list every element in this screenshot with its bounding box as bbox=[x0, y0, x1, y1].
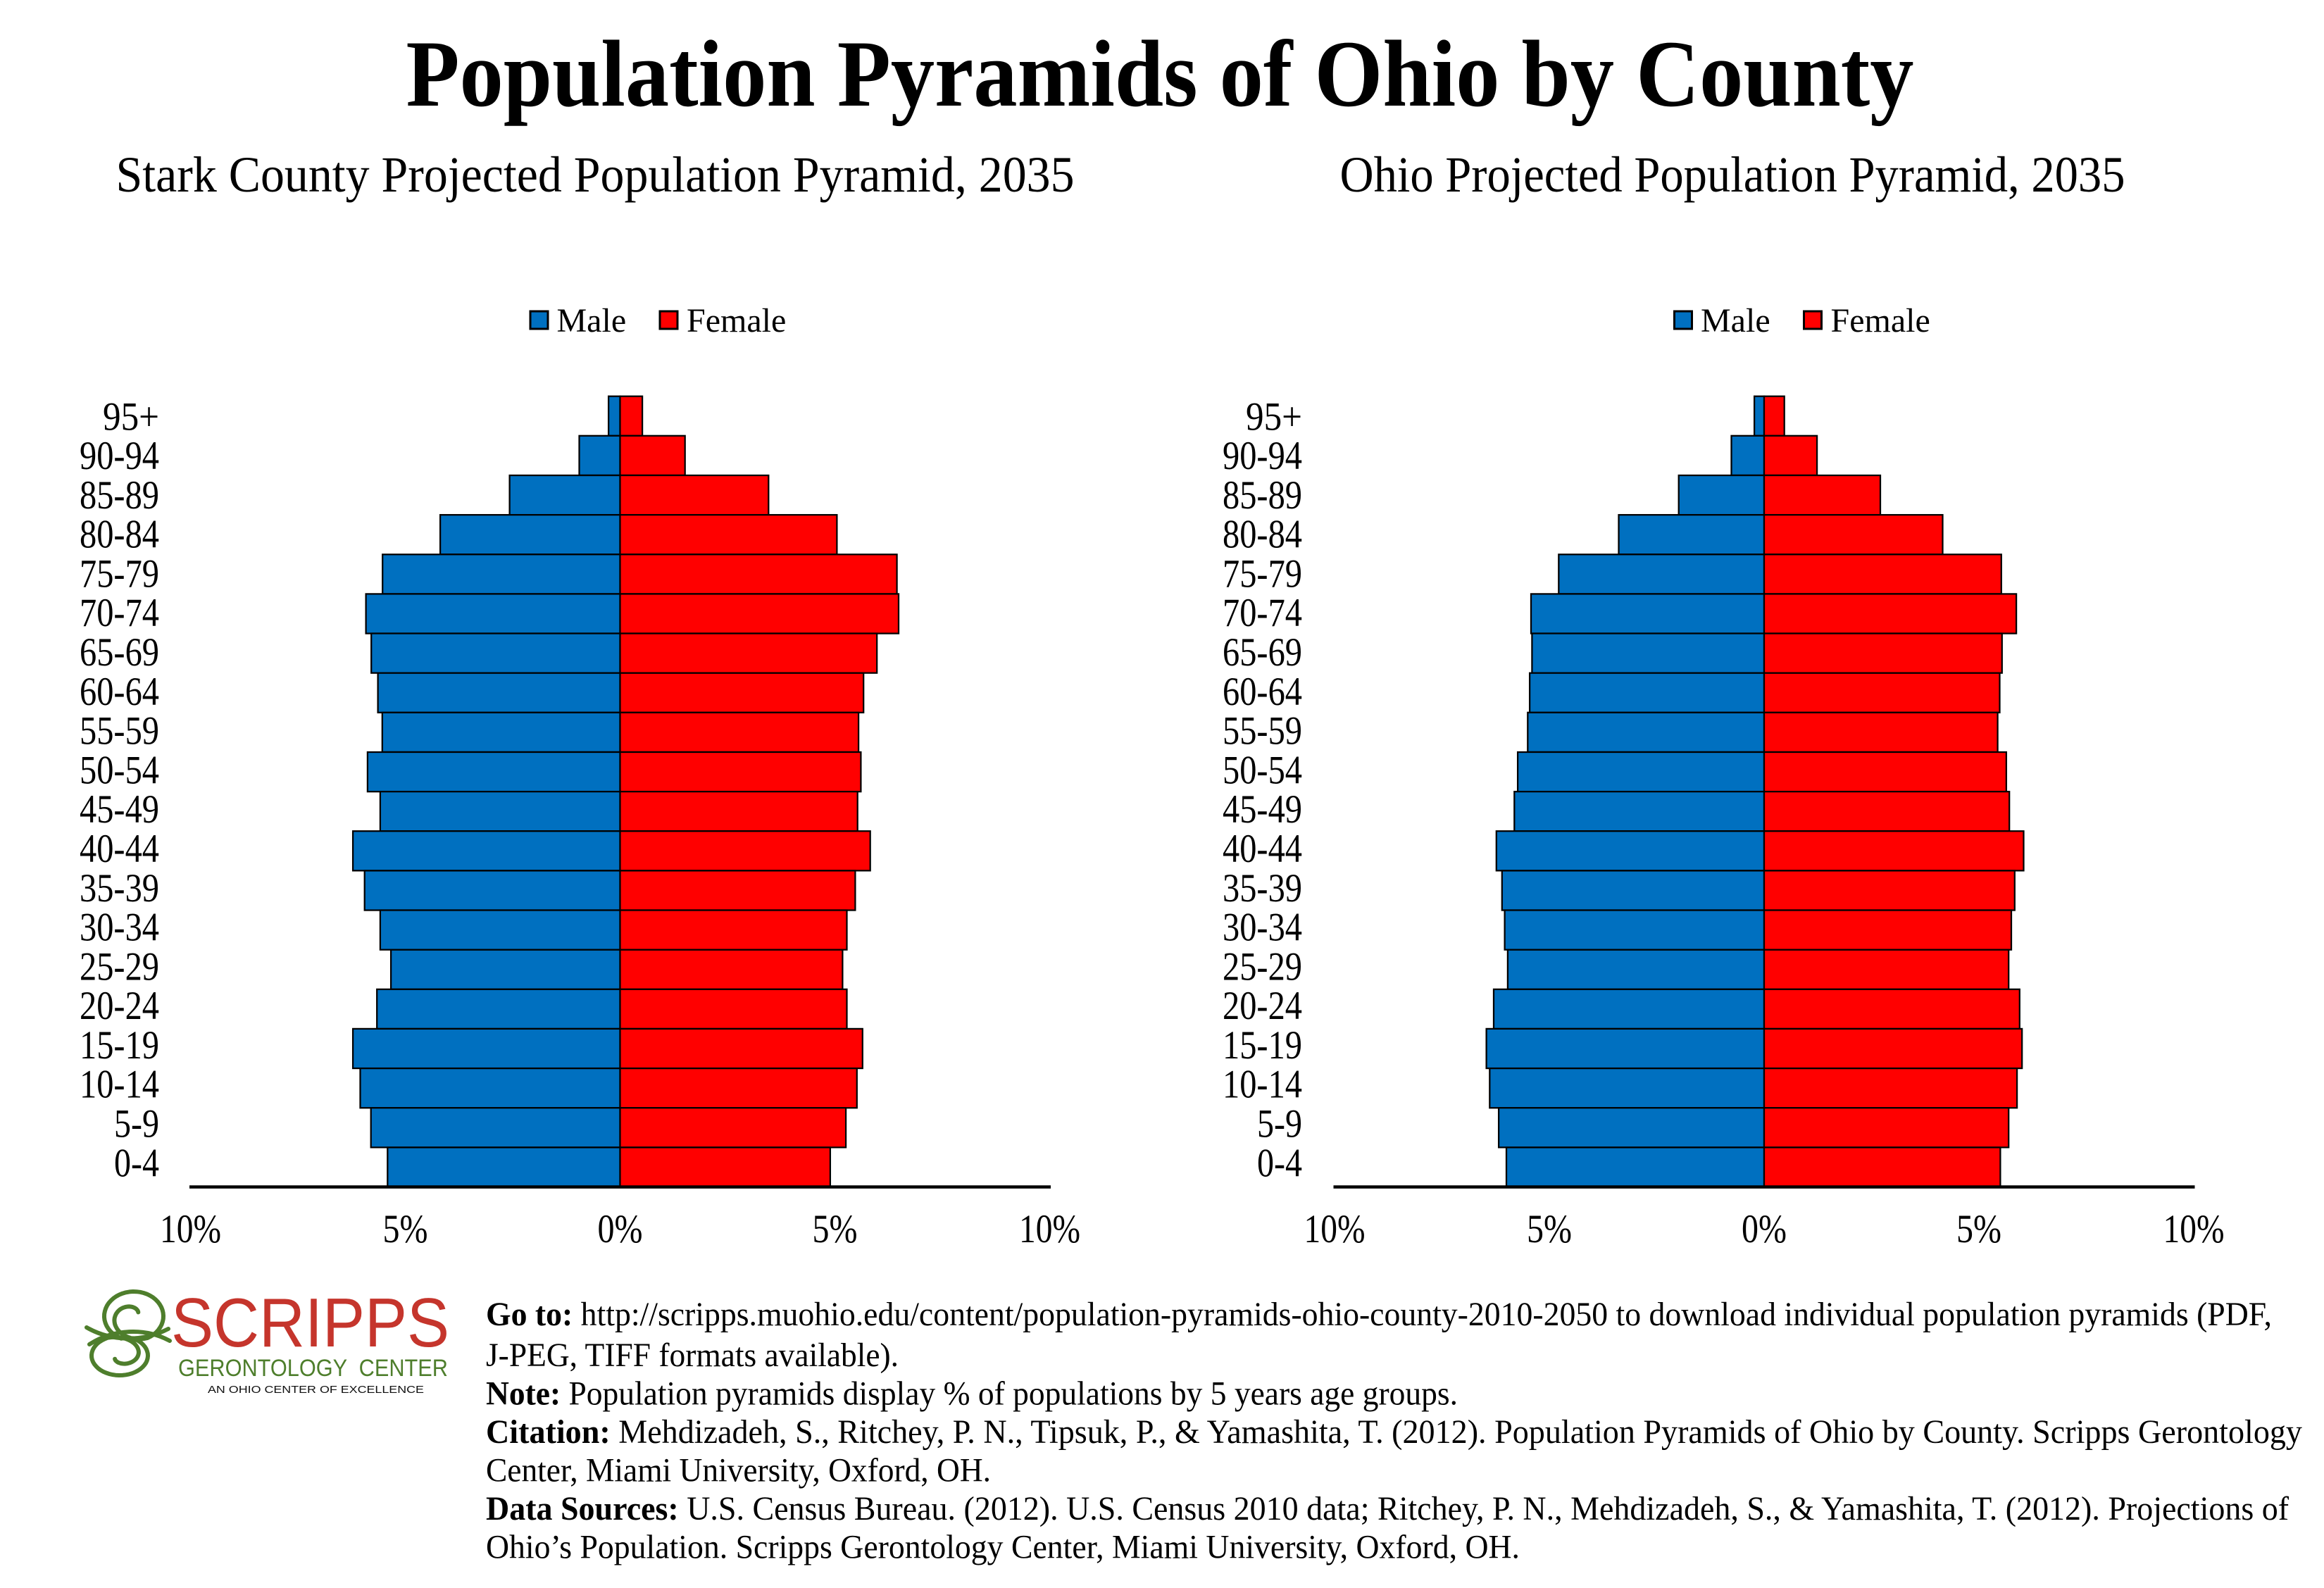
svg-text:15-19: 15-19 bbox=[1223, 1023, 1302, 1068]
svg-text:20-24: 20-24 bbox=[80, 984, 159, 1028]
svg-text:60-64: 60-64 bbox=[1223, 670, 1302, 714]
svg-text:0%: 0% bbox=[1742, 1207, 1787, 1251]
svg-text:90-94: 90-94 bbox=[80, 434, 159, 478]
svg-text:45-49: 45-49 bbox=[80, 787, 159, 832]
svg-text:Data Sources: U.S. Census Bure: Data Sources: U.S. Census Bureau. (2012)… bbox=[486, 1490, 2289, 1527]
svg-text:95+: 95+ bbox=[103, 394, 159, 439]
svg-text:35-39: 35-39 bbox=[1223, 866, 1302, 911]
svg-text:80-84: 80-84 bbox=[80, 513, 159, 557]
svg-text:Male: Male bbox=[1701, 302, 1770, 339]
svg-text:AN OHIO CENTER OF EXCELLENCE: AN OHIO CENTER OF EXCELLENCE bbox=[208, 1384, 424, 1396]
svg-text:10-14: 10-14 bbox=[80, 1063, 159, 1107]
svg-text:50-54: 50-54 bbox=[80, 748, 159, 792]
svg-text:95+: 95+ bbox=[1246, 394, 1302, 439]
svg-text:75-79: 75-79 bbox=[1223, 552, 1302, 596]
svg-text:30-34: 30-34 bbox=[80, 906, 159, 950]
svg-text:Female: Female bbox=[687, 302, 786, 339]
svg-text:70-74: 70-74 bbox=[80, 591, 159, 635]
svg-text:5-9: 5-9 bbox=[1257, 1102, 1302, 1146]
svg-text:Ohio’s Population. Scripps Ger: Ohio’s Population. Scripps Gerontology C… bbox=[486, 1529, 1520, 1566]
svg-text:0%: 0% bbox=[598, 1207, 643, 1251]
svg-text:90-94: 90-94 bbox=[1223, 434, 1302, 478]
svg-text:65-69: 65-69 bbox=[80, 630, 159, 675]
svg-text:10%: 10% bbox=[1304, 1207, 1366, 1251]
svg-text:40-44: 40-44 bbox=[80, 827, 159, 871]
svg-text:15-19: 15-19 bbox=[80, 1023, 159, 1068]
svg-text:65-69: 65-69 bbox=[1223, 630, 1302, 675]
svg-text:50-54: 50-54 bbox=[1223, 748, 1302, 792]
svg-text:10-14: 10-14 bbox=[1223, 1063, 1302, 1107]
svg-text:Center, Miami University, Oxfo: Center, Miami University, Oxford, OH. bbox=[486, 1452, 991, 1489]
svg-text:Stark County Projected Populat: Stark County Projected Population Pyrami… bbox=[116, 146, 1075, 203]
svg-text:20-24: 20-24 bbox=[1223, 984, 1302, 1028]
svg-text:SCRIPPS: SCRIPPS bbox=[171, 1284, 449, 1361]
svg-text:85-89: 85-89 bbox=[1223, 473, 1302, 518]
svg-text:Go to: http://scripps.muohio.e: Go to: http://scripps.muohio.edu/content… bbox=[486, 1296, 2272, 1333]
svg-text:40-44: 40-44 bbox=[1223, 827, 1302, 871]
svg-text:85-89: 85-89 bbox=[80, 473, 159, 518]
svg-text:30-34: 30-34 bbox=[1223, 906, 1302, 950]
svg-text:25-29: 25-29 bbox=[1223, 944, 1302, 989]
svg-text:10%: 10% bbox=[1019, 1207, 1080, 1251]
svg-text:10%: 10% bbox=[2163, 1207, 2225, 1251]
svg-text:5%: 5% bbox=[1527, 1207, 1572, 1251]
svg-text:Female: Female bbox=[1831, 302, 1930, 339]
svg-text:25-29: 25-29 bbox=[80, 944, 159, 989]
svg-text:Ohio Projected Population Pyra: Ohio Projected Population Pyramid, 2035 bbox=[1340, 146, 2125, 203]
svg-text:5%: 5% bbox=[813, 1207, 858, 1251]
svg-text:60-64: 60-64 bbox=[80, 670, 159, 714]
svg-text:80-84: 80-84 bbox=[1223, 513, 1302, 557]
svg-text:Citation: Mehdizadeh, S., Ritc: Citation: Mehdizadeh, S., Ritchey, P. N.… bbox=[486, 1413, 2302, 1451]
svg-text:35-39: 35-39 bbox=[80, 866, 159, 911]
svg-text:Male: Male bbox=[557, 302, 627, 339]
svg-text:55-59: 55-59 bbox=[1223, 709, 1302, 754]
svg-text:10%: 10% bbox=[160, 1207, 221, 1251]
svg-text:5%: 5% bbox=[383, 1207, 428, 1251]
svg-text:70-74: 70-74 bbox=[1223, 591, 1302, 635]
svg-text:GERONTOLOGY CENTER: GERONTOLOGY CENTER bbox=[178, 1355, 448, 1382]
svg-text:0-4: 0-4 bbox=[114, 1141, 159, 1185]
svg-text:55-59: 55-59 bbox=[80, 709, 159, 754]
svg-text:Note: Population pyramids disp: Note: Population pyramids display % of p… bbox=[486, 1375, 1458, 1413]
svg-text:5%: 5% bbox=[1956, 1207, 2001, 1251]
svg-text:5-9: 5-9 bbox=[114, 1102, 159, 1146]
svg-text:45-49: 45-49 bbox=[1223, 787, 1302, 832]
svg-text:J-PEG, TIFF formats available): J-PEG, TIFF formats available). bbox=[486, 1337, 899, 1374]
svg-text:0-4: 0-4 bbox=[1257, 1141, 1302, 1185]
svg-text:Population Pyramids of Ohio by: Population Pyramids of Ohio by County bbox=[406, 22, 1914, 127]
svg-text:75-79: 75-79 bbox=[80, 552, 159, 596]
